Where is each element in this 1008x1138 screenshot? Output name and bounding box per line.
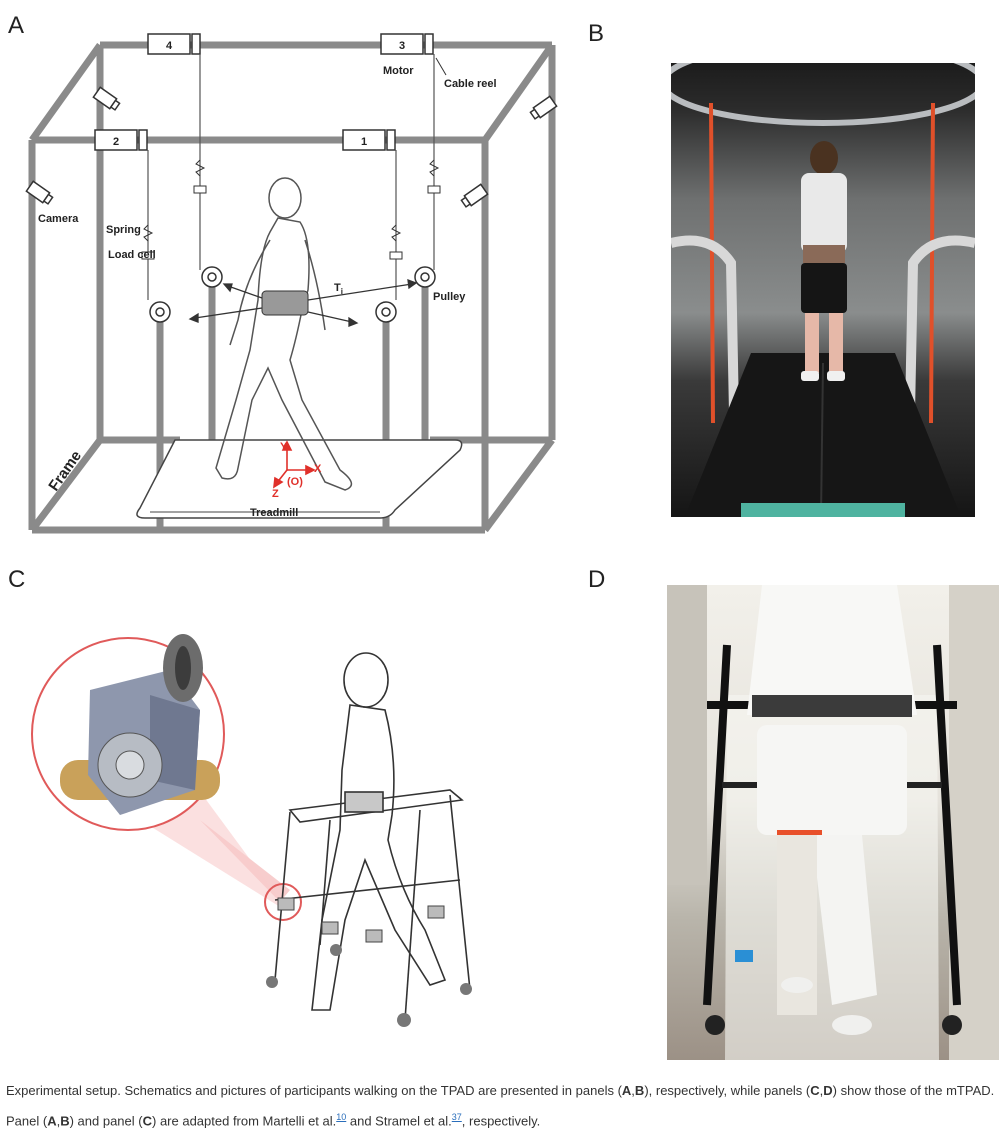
- panel-letter-c: C: [8, 566, 26, 593]
- pelvis-belt: [261, 290, 309, 316]
- svg-text:1: 1: [361, 136, 367, 148]
- coordinate-axes: [273, 440, 316, 489]
- label-camera: Camera: [38, 213, 79, 225]
- walker-and-person: [274, 652, 471, 1021]
- panel-c-schematic: [31, 634, 472, 1027]
- motor-unit-render: [60, 634, 220, 815]
- reference-link-37[interactable]: 37: [451, 1112, 462, 1122]
- panel-a-schematic: 4 3 2 1: [25, 33, 558, 534]
- svg-text:(O): (O): [287, 476, 303, 488]
- svg-text:X: X: [314, 463, 322, 475]
- motor-3: 3: [380, 33, 434, 55]
- panel-d-photo: [667, 585, 999, 1060]
- motor-2: 2: [94, 129, 148, 151]
- label-tension: Ti: [334, 282, 343, 296]
- panel-letter-d: D: [588, 566, 606, 593]
- label-spring: Spring: [106, 224, 141, 236]
- svg-text:Z: Z: [272, 488, 279, 500]
- svg-text:2: 2: [113, 136, 119, 148]
- label-load-cell: Load cell: [108, 249, 156, 261]
- label-motor: Motor: [383, 65, 414, 77]
- panel-b-photo: [671, 63, 975, 517]
- figure-caption: Experimental setup. Schematics and pictu…: [6, 1083, 995, 1129]
- svg-text:4: 4: [166, 40, 173, 52]
- panel-letter-b: B: [588, 20, 605, 47]
- reference-link-10[interactable]: 10: [336, 1112, 347, 1122]
- motor-1: 1: [342, 129, 396, 151]
- label-cable-reel: Cable reel: [444, 78, 497, 90]
- svg-text:Y: Y: [280, 441, 288, 453]
- pulleys: [149, 266, 436, 323]
- panel-letter-a: A: [8, 12, 25, 39]
- label-pulley: Pulley: [433, 291, 466, 303]
- motor-4: 4: [147, 33, 201, 55]
- walking-person: [215, 177, 353, 491]
- label-treadmill: Treadmill: [250, 507, 298, 519]
- camera-icons: [25, 86, 558, 208]
- svg-text:3: 3: [399, 40, 405, 52]
